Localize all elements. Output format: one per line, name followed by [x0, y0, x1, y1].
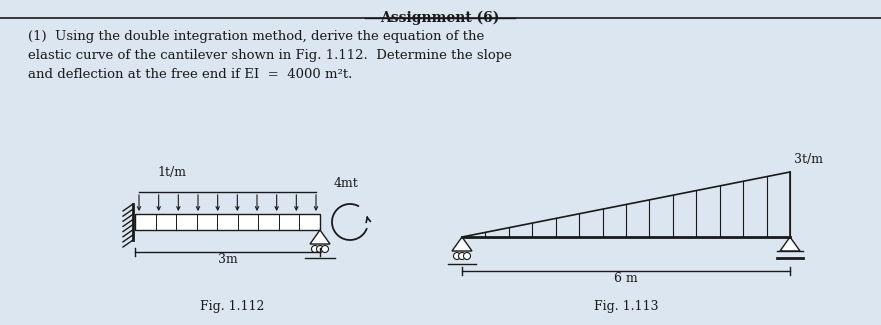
Circle shape — [312, 245, 319, 253]
Circle shape — [458, 253, 465, 259]
Bar — [135, 214, 320, 230]
Text: 3t/m: 3t/m — [794, 153, 823, 166]
Text: elastic curve of the cantilever shown in Fig. 1.112.  Determine the slope: elastic curve of the cantilever shown in… — [28, 49, 512, 62]
Circle shape — [322, 245, 329, 253]
Text: and deflection at the free end if EI  =  4000 m²t.: and deflection at the free end if EI = 4… — [28, 68, 352, 81]
Circle shape — [463, 253, 470, 259]
Text: 3m: 3m — [218, 253, 237, 266]
Circle shape — [454, 253, 461, 259]
Polygon shape — [452, 237, 472, 251]
Text: 1t/m: 1t/m — [157, 166, 186, 179]
Text: (1)  Using the double integration method, derive the equation of the: (1) Using the double integration method,… — [28, 30, 485, 43]
Polygon shape — [780, 237, 800, 251]
Text: Assignment (6): Assignment (6) — [381, 11, 500, 25]
Polygon shape — [310, 230, 330, 244]
Text: Fig. 1.112: Fig. 1.112 — [200, 300, 264, 313]
Text: 4mt: 4mt — [334, 177, 359, 190]
Circle shape — [316, 245, 323, 253]
Text: Fig. 1.113: Fig. 1.113 — [594, 300, 658, 313]
Text: 6 m: 6 m — [614, 272, 638, 285]
